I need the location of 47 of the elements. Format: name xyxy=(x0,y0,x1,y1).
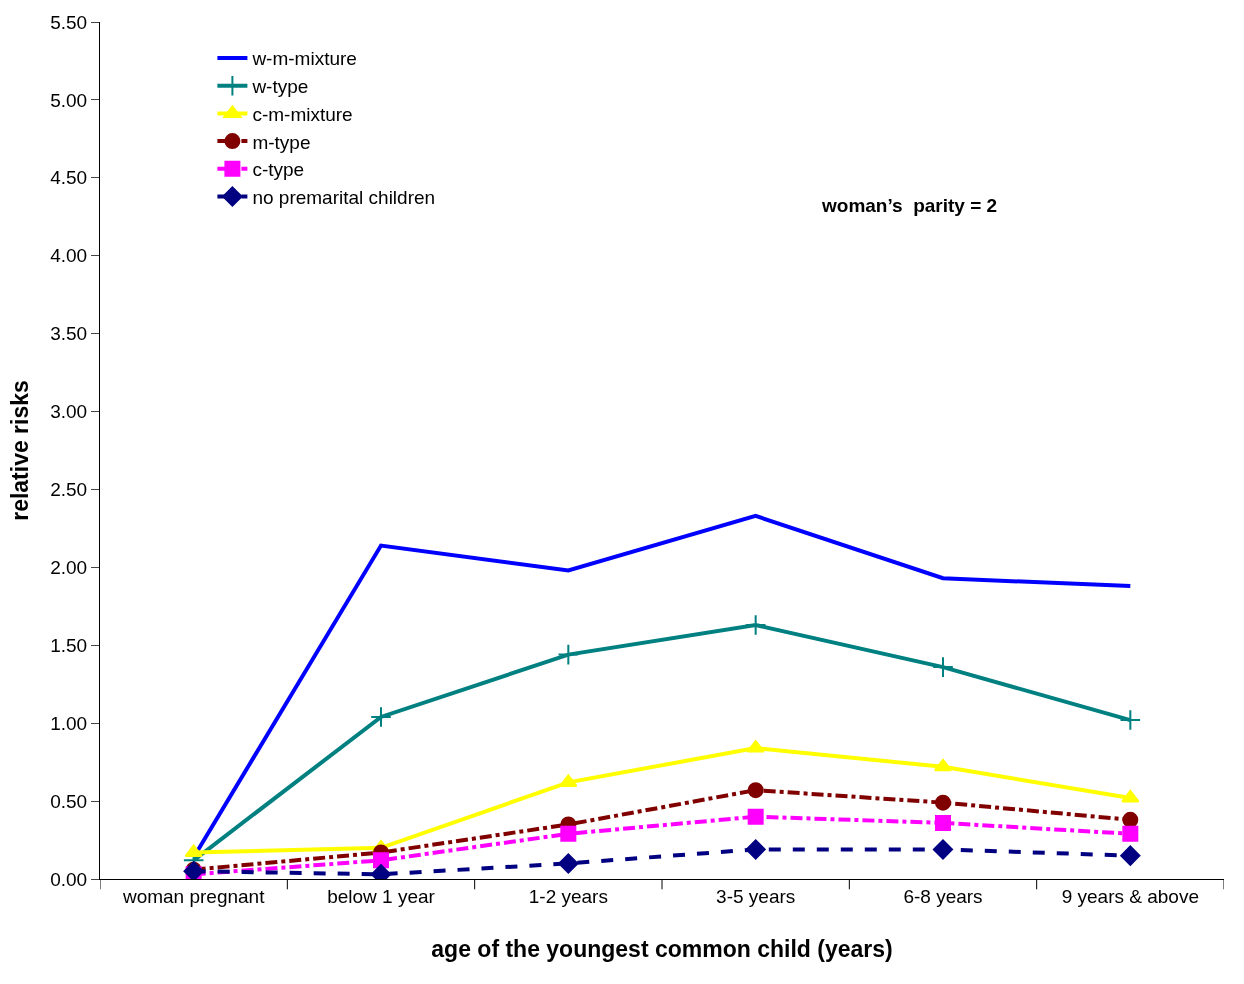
point xyxy=(560,825,577,842)
x-tick-label: 3-5 years xyxy=(716,885,796,907)
point xyxy=(1122,811,1139,828)
x-axis-title: age of the youngest common child (years) xyxy=(431,936,893,963)
point xyxy=(747,808,764,825)
point xyxy=(932,839,954,860)
y-tick-label: 5.00 xyxy=(50,89,88,111)
point xyxy=(1120,845,1141,866)
legend-label: no premarital children xyxy=(252,186,436,208)
x-tick-label: 6-8 years xyxy=(903,885,983,907)
legend-label: c-type xyxy=(252,159,305,181)
y-tick-label: 4.50 xyxy=(50,167,88,189)
y-tick-label: 1.00 xyxy=(50,712,88,734)
y-tick-label: 3.00 xyxy=(50,401,88,423)
x-tick-label: 9 years & above xyxy=(1061,885,1199,907)
point xyxy=(557,643,580,666)
point xyxy=(558,853,579,874)
point xyxy=(933,758,953,772)
legend-label: m-type xyxy=(252,131,311,153)
point xyxy=(1121,789,1140,803)
point xyxy=(184,844,203,858)
legend-label: w-type xyxy=(251,76,309,98)
y-tick-label: 2.00 xyxy=(50,557,88,579)
x-tick-label: woman pregnant xyxy=(121,885,266,907)
y-tick-label: 1.50 xyxy=(50,634,88,656)
legend-label: c-m-mixture xyxy=(252,103,353,125)
y-tick-label: 0.00 xyxy=(50,868,88,890)
point xyxy=(1119,709,1142,731)
legend-label: w-m-mixture xyxy=(251,48,357,70)
point xyxy=(373,852,389,869)
point xyxy=(744,614,767,636)
y-axis-title: relative risks xyxy=(6,380,33,521)
point xyxy=(932,656,954,678)
point xyxy=(370,706,392,728)
point xyxy=(935,794,951,811)
point xyxy=(745,839,766,860)
x-tick-label: 1-2 years xyxy=(528,885,608,907)
y-tick-label: 4.00 xyxy=(50,245,88,267)
y-tick-label: 5.50 xyxy=(50,11,88,33)
y-tick-label: 3.50 xyxy=(50,323,88,345)
y-tick-label: 2.50 xyxy=(50,479,88,501)
x-tick-label: below 1 year xyxy=(327,885,436,907)
point xyxy=(747,782,764,799)
point xyxy=(935,814,951,831)
annotation: woman’s parity = 2 xyxy=(821,195,998,216)
y-tick-label: 0.50 xyxy=(50,790,88,812)
point xyxy=(1122,825,1139,842)
